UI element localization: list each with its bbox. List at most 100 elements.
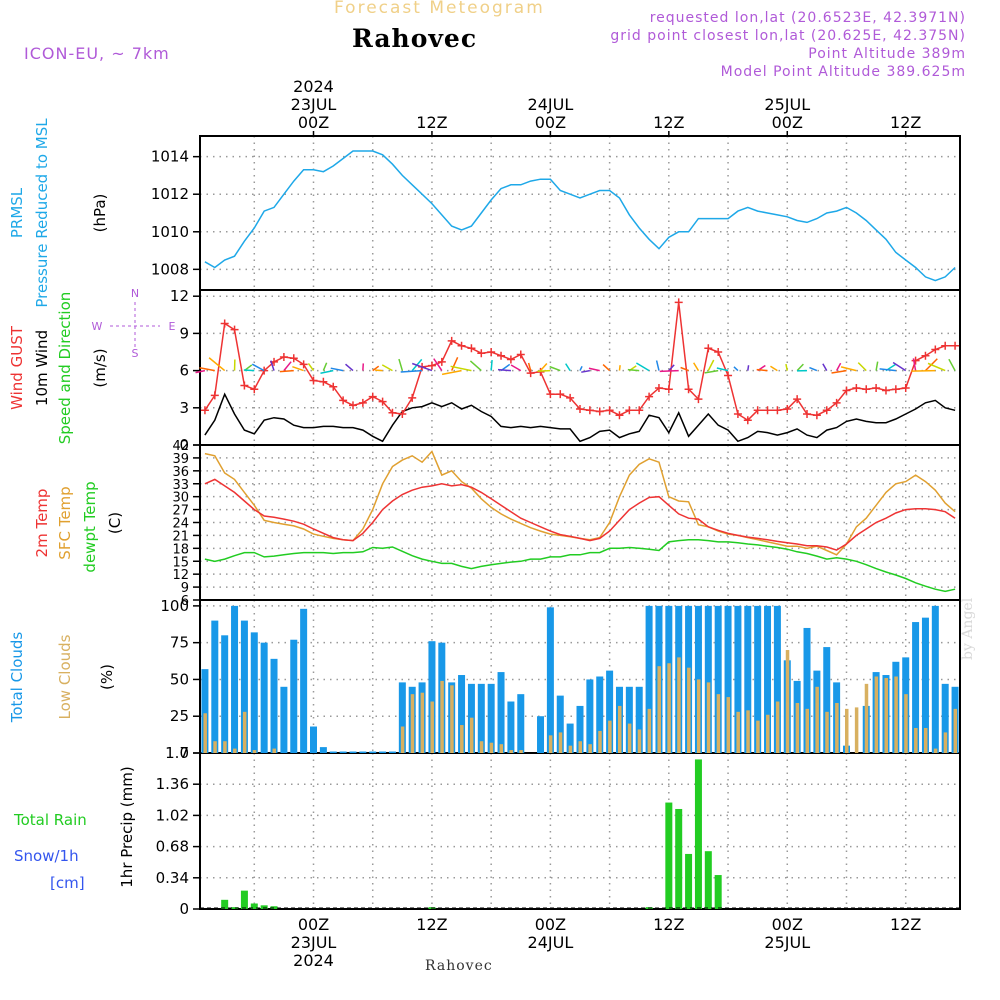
low-cloud-bar [677, 657, 681, 753]
time-label-bottom: 24JUL [528, 933, 574, 952]
wind-direction-arrow [372, 365, 380, 372]
wind-direction-arrow [199, 367, 215, 372]
gust-marker [931, 345, 940, 354]
wind-direction-arrow [320, 369, 334, 374]
low-cloud-bar [864, 683, 869, 753]
gust-marker [398, 410, 407, 418]
time-label-top: 2024 [293, 77, 334, 96]
total-cloud-bar [931, 605, 939, 753]
gust-marker [339, 396, 348, 405]
low-cloud-bar [904, 694, 908, 753]
requested-coordinates: requested lon,lat (20.6523E, 42.3971N) [649, 10, 966, 26]
footer-location: Rahovec [425, 958, 493, 974]
time-label-top: 00Z [298, 113, 329, 132]
temp-2m-label: 2m Temp [33, 489, 51, 558]
gust-marker [803, 410, 812, 418]
wind-direction-arrow [892, 361, 907, 372]
total-cloud-bar [576, 705, 584, 753]
gust-marker [822, 406, 831, 415]
gust-marker [605, 406, 614, 415]
wind-direction-arrow [655, 360, 660, 371]
time-label-top: 00Z [772, 113, 803, 132]
y-tick-label: 100 [160, 597, 189, 615]
wind-direction-arrow [527, 362, 532, 371]
low-cloud-bar [815, 686, 819, 753]
rain-bar [260, 905, 268, 909]
total-cloud-bar [250, 632, 258, 753]
chart-title: Rahovec [352, 24, 478, 53]
gust-marker [240, 381, 249, 390]
low-cloud-bar [469, 717, 474, 753]
low-cloud-bar [213, 741, 217, 753]
low-cloud-bar [736, 711, 740, 753]
y-tick-label: 12 [170, 287, 189, 305]
gust-marker [793, 395, 802, 404]
y-tick-label: 42 [172, 439, 189, 454]
low-cloud-bar [420, 692, 425, 753]
wind-direction-arrow [747, 365, 750, 371]
low-cloud-bar [440, 680, 444, 753]
total-cloud-bar [388, 751, 396, 753]
temp-unit: (C) [106, 512, 124, 534]
wind-direction-arrow [441, 369, 462, 376]
gust-marker [881, 386, 890, 395]
rain-bar [250, 903, 258, 909]
y-tick-label: 1.36 [156, 775, 189, 793]
gust-marker [635, 406, 644, 415]
low-cloud-bar [558, 732, 563, 753]
gust-marker [891, 385, 900, 394]
total-cloud-bar [310, 726, 318, 753]
total-cloud-bar [379, 751, 387, 753]
y-tick-label: 1014 [151, 148, 189, 166]
wind-direction-arrow [537, 369, 551, 373]
gust-marker [408, 393, 417, 402]
wind-direction-label: Speed and Direction [56, 292, 74, 445]
y-tick-label: 0.34 [156, 869, 189, 887]
time-label-bottom: 12Z [416, 915, 447, 934]
total-cloud-bar [773, 605, 781, 753]
low-cloud-bar [696, 679, 701, 753]
wind-direction-arrow [831, 369, 847, 374]
y-tick-label: 30 [172, 491, 189, 506]
y-tick-label: 1.02 [156, 806, 189, 824]
wind-direction-arrow [693, 362, 700, 371]
y-tick-label: 0 [179, 744, 189, 762]
gust-marker [862, 385, 871, 394]
total-cloud-bar [823, 647, 831, 753]
pressure-label-long: Pressure Reduced to MSL [33, 118, 51, 308]
time-label-bottom: 25JUL [764, 933, 810, 952]
y-tick-label: 39 [172, 452, 189, 467]
low-cloud-bar [933, 748, 938, 753]
total-cloud-bar [704, 605, 712, 753]
time-label-top: 12Z [890, 113, 921, 132]
gust-marker [378, 397, 387, 406]
total-cloud-bar [754, 605, 762, 753]
time-label-bottom: 12Z [653, 915, 684, 934]
low-cloud-bar [223, 741, 227, 753]
y-tick-label: 25 [170, 707, 189, 725]
wind-direction-arrow [579, 365, 583, 371]
y-tick-label: 27 [172, 504, 189, 519]
model-label: ICON-EU, ~ 7km [24, 44, 170, 63]
total-cloud-bar [398, 682, 406, 753]
low-cloud-bar [825, 711, 829, 753]
wind-direction-arrow [927, 362, 946, 372]
gust-marker [842, 386, 851, 395]
wind-direction-arrow [549, 365, 561, 372]
temp-2m-line [204, 478, 956, 551]
gust-marker [615, 411, 624, 420]
gust-marker [684, 385, 693, 394]
wind-direction-arrow [208, 357, 226, 372]
wind-direction-arrow [618, 365, 621, 371]
gust-marker [625, 406, 634, 415]
gust-marker [457, 341, 466, 350]
low-cloud-bar [854, 707, 859, 753]
wind-speed-line [204, 392, 956, 443]
wind-direction-arrow [875, 361, 879, 371]
gust-marker [467, 344, 476, 353]
total-cloud-bar [428, 641, 436, 753]
wind-direction-arrow [785, 363, 789, 371]
wind-direction-arrow [716, 367, 729, 372]
wind-direction-arrow [835, 362, 842, 371]
time-label-top: 00Z [535, 113, 566, 132]
